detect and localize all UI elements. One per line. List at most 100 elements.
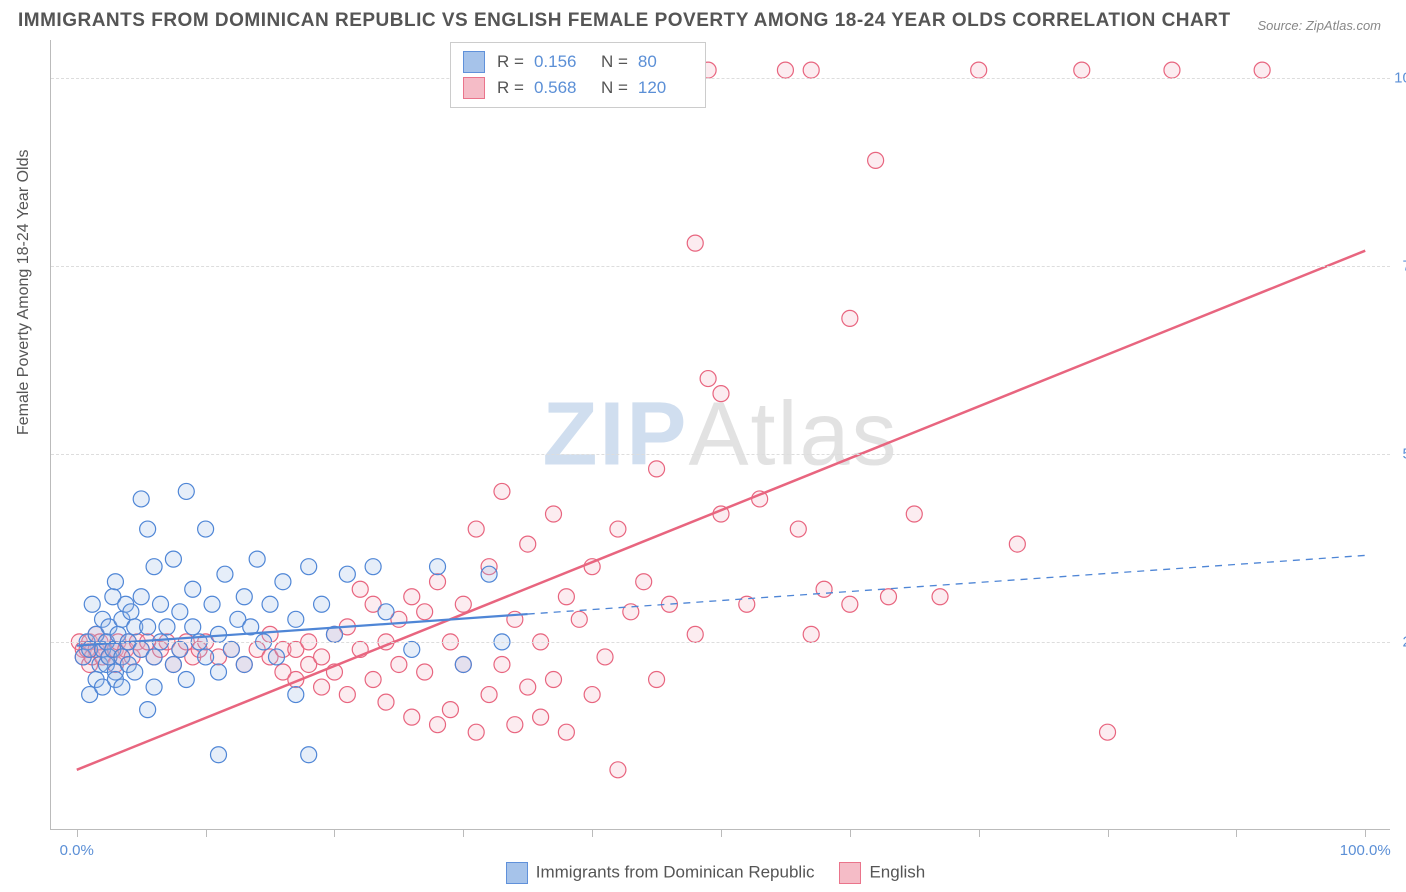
x-tick <box>463 829 464 837</box>
scatter-point <box>127 664 143 680</box>
y-tick-label: 25.0% <box>1402 633 1406 650</box>
scatter-point <box>133 491 149 507</box>
legend-swatch <box>506 862 528 884</box>
scatter-point <box>417 604 433 620</box>
scatter-point <box>268 649 284 665</box>
scatter-point <box>430 559 446 575</box>
legend-swatch <box>839 862 861 884</box>
scatter-point <box>314 649 330 665</box>
scatter-point <box>140 619 156 635</box>
scatter-point <box>816 581 832 597</box>
x-tick <box>979 829 980 837</box>
legend-swatch <box>463 51 485 73</box>
legend-n-label: N = <box>601 52 628 72</box>
legend-r-value: 0.156 <box>534 52 589 72</box>
scatter-point <box>494 483 510 499</box>
legend-n-label: N = <box>601 78 628 98</box>
legend-series-label: English <box>869 862 925 881</box>
legend-r-label: R = <box>497 52 524 72</box>
scatter-point <box>159 619 175 635</box>
scatter-point <box>687 235 703 251</box>
x-tick <box>850 829 851 837</box>
scatter-point <box>123 604 139 620</box>
y-tick-label: 100.0% <box>1394 69 1406 86</box>
scatter-point <box>107 574 123 590</box>
x-tick <box>721 829 722 837</box>
scatter-point <box>153 596 169 612</box>
y-tick-label: 75.0% <box>1402 257 1406 274</box>
scatter-point <box>546 672 562 688</box>
scatter-point <box>172 604 188 620</box>
scatter-point <box>378 604 394 620</box>
scatter-point <box>178 672 194 688</box>
x-tick <box>1236 829 1237 837</box>
scatter-point <box>455 656 471 672</box>
scatter-point <box>288 611 304 627</box>
trend-line-extrapolated <box>528 555 1365 614</box>
gridline <box>51 78 1390 79</box>
scatter-point <box>636 574 652 590</box>
scatter-point <box>649 672 665 688</box>
legend-n-value: 120 <box>638 78 693 98</box>
scatter-point <box>971 62 987 78</box>
scatter-point <box>803 62 819 78</box>
x-tick <box>592 829 593 837</box>
scatter-point <box>84 596 100 612</box>
scatter-point <box>1254 62 1270 78</box>
scatter-point <box>404 641 420 657</box>
scatter-point <box>430 717 446 733</box>
scatter-point <box>842 596 858 612</box>
scatter-point <box>1100 724 1116 740</box>
scatter-point <box>610 521 626 537</box>
scatter-point <box>249 551 265 567</box>
scatter-point <box>211 664 227 680</box>
scatter-point <box>314 596 330 612</box>
scatter-point <box>172 641 188 657</box>
legend-row: R = 0.568 N = 120 <box>463 75 693 101</box>
scatter-point <box>430 574 446 590</box>
scatter-point <box>881 589 897 605</box>
scatter-point <box>468 724 484 740</box>
scatter-point <box>378 694 394 710</box>
scatter-point <box>481 687 497 703</box>
series-legend: Immigrants from Dominican Republic Englis… <box>0 862 1406 884</box>
scatter-point <box>404 589 420 605</box>
scatter-point <box>146 679 162 695</box>
x-tick <box>1108 829 1109 837</box>
scatter-point <box>339 687 355 703</box>
x-tick <box>77 829 78 837</box>
plot-area: ZIPAtlas 25.0%50.0%75.0%100.0%0.0%100.0% <box>50 40 1390 830</box>
source-attribution: Source: ZipAtlas.com <box>1257 18 1381 33</box>
scatter-point <box>468 521 484 537</box>
scatter-point <box>165 656 181 672</box>
scatter-point <box>236 656 252 672</box>
scatter-point <box>700 371 716 387</box>
scatter-point <box>288 687 304 703</box>
x-tick <box>334 829 335 837</box>
scatter-point <box>455 596 471 612</box>
scatter-point <box>236 589 252 605</box>
scatter-point <box>211 747 227 763</box>
scatter-point <box>140 521 156 537</box>
legend-swatch <box>463 77 485 99</box>
scatter-point <box>417 664 433 680</box>
legend-series-label: Immigrants from Dominican Republic <box>536 862 815 881</box>
trend-line <box>77 251 1365 770</box>
scatter-point <box>365 559 381 575</box>
legend-r-value: 0.568 <box>534 78 589 98</box>
legend-r-label: R = <box>497 78 524 98</box>
x-tick-label: 0.0% <box>60 842 94 859</box>
scatter-point <box>204 596 220 612</box>
scatter-point <box>178 483 194 499</box>
scatter-point <box>584 687 600 703</box>
scatter-point <box>507 717 523 733</box>
chart-title: IMMIGRANTS FROM DOMINICAN REPUBLIC VS EN… <box>18 10 1231 32</box>
scatter-point <box>114 679 130 695</box>
scatter-point <box>1074 62 1090 78</box>
y-tick-label: 50.0% <box>1402 445 1406 462</box>
gridline <box>51 642 1390 643</box>
scatter-point <box>442 702 458 718</box>
scatter-point <box>391 656 407 672</box>
scatter-point <box>198 649 214 665</box>
scatter-point <box>133 589 149 605</box>
